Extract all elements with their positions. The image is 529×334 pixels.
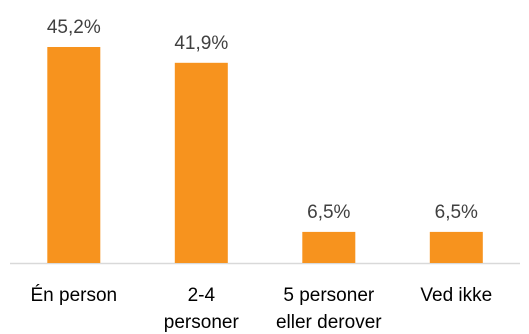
category-label-2-line-1: 2-4 bbox=[188, 285, 216, 306]
category-label-1-line-1: Én person bbox=[30, 285, 117, 306]
value-label-1: 45,2% bbox=[47, 17, 101, 38]
category-label-4-line-1: Ved ikke bbox=[420, 285, 492, 306]
category-labels-group: Én person 2-4 personer 5 personer eller dero… bbox=[30, 285, 492, 333]
bars-group bbox=[47, 47, 483, 263]
value-label-3: 6,5% bbox=[307, 202, 350, 223]
bar-4 bbox=[429, 231, 483, 263]
value-label-2: 41,9% bbox=[174, 33, 228, 54]
category-label-3-line-1: 5 personer bbox=[283, 285, 375, 306]
bar-3 bbox=[302, 231, 356, 263]
bar-1 bbox=[47, 47, 101, 263]
category-label-2-line-2: personer bbox=[164, 312, 240, 333]
category-label-3-line-2: eller derover bbox=[276, 312, 382, 333]
value-labels-group: 45,2% 41,9% 6,5% 6,5% bbox=[47, 17, 478, 223]
bar-2 bbox=[174, 62, 228, 263]
value-label-4: 6,5% bbox=[435, 202, 478, 223]
